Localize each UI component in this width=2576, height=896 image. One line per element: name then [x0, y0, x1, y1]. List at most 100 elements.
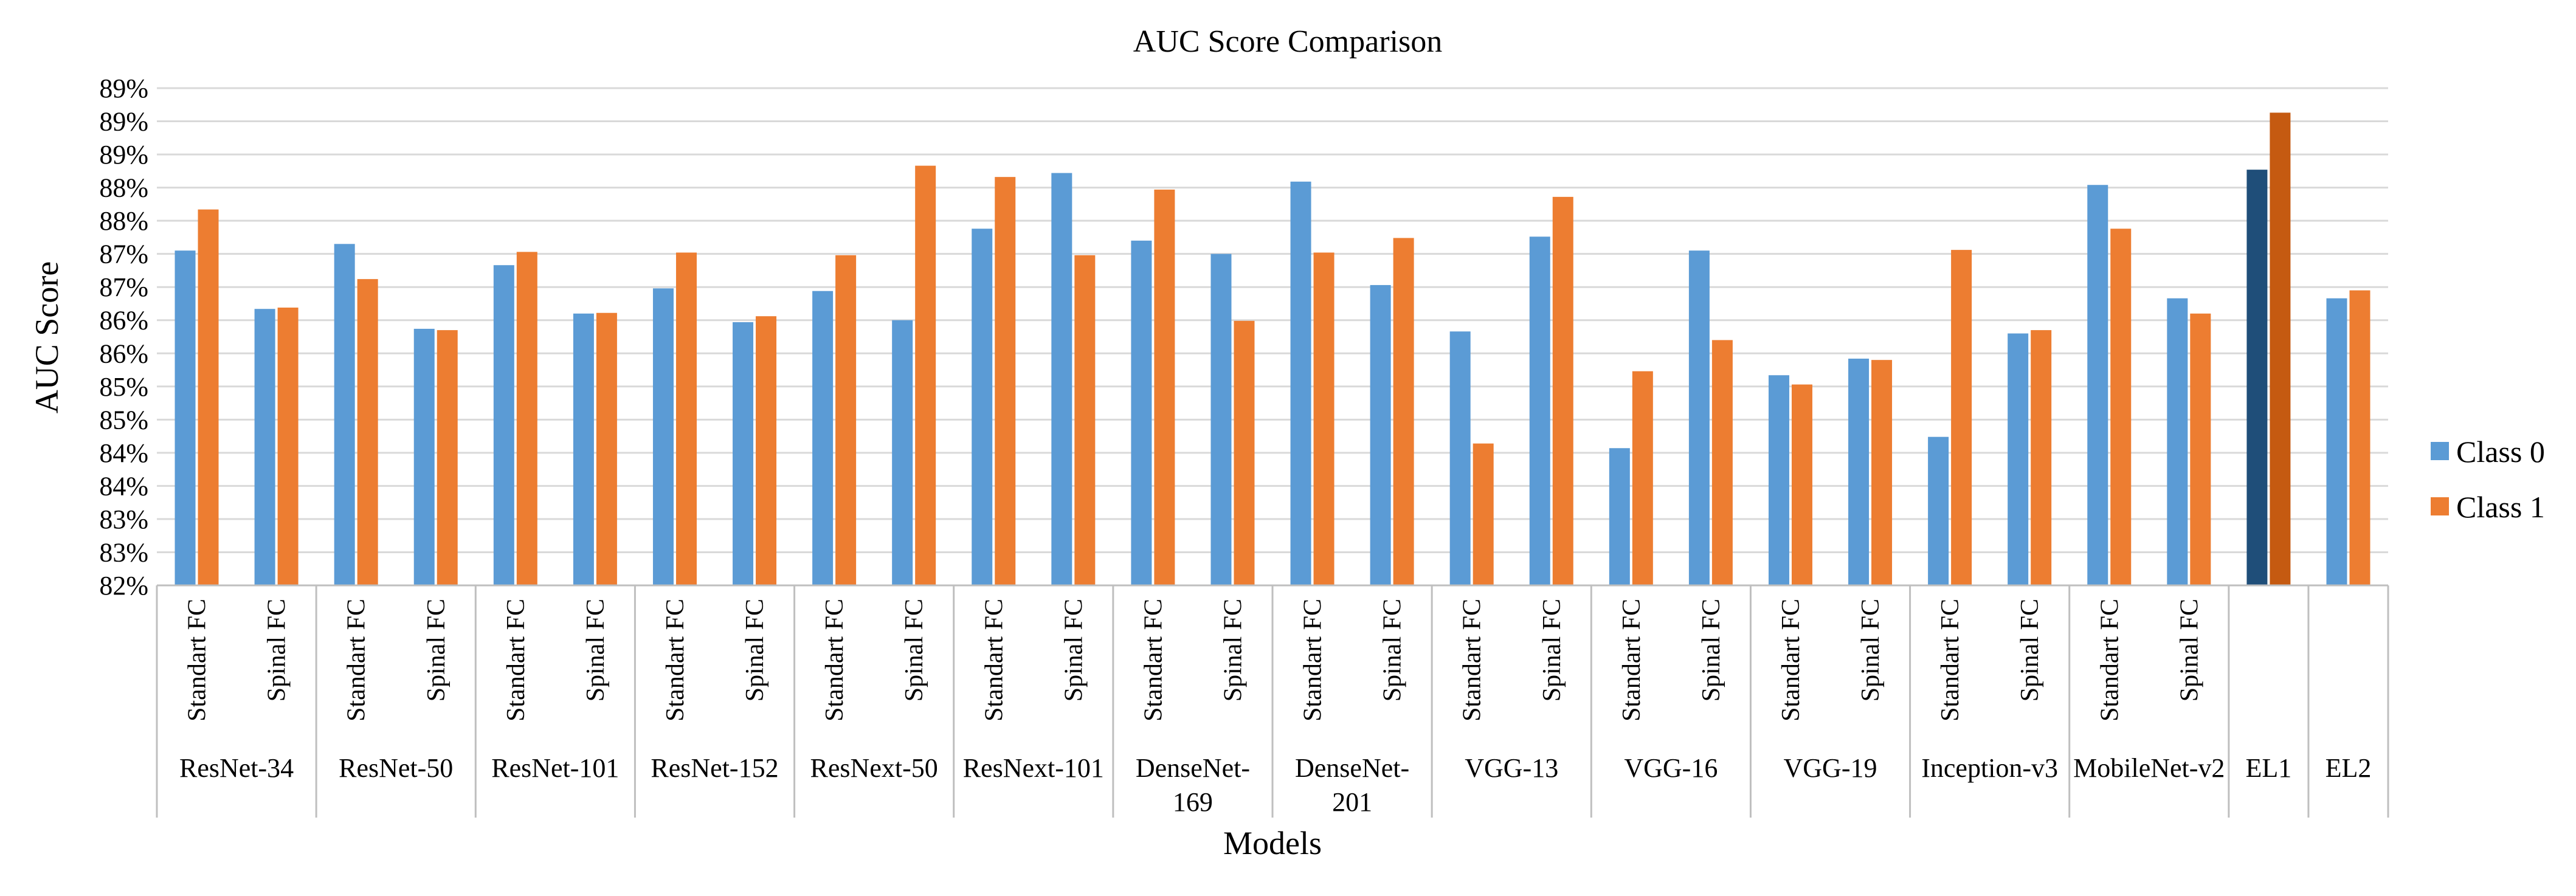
group-label: ResNet-50 [339, 753, 453, 783]
bar-class-1 [1711, 340, 1733, 585]
x-tick-label: Standart FC [502, 599, 530, 722]
bars [174, 112, 2371, 586]
x-tick-label: Spinal FC [900, 599, 928, 701]
bar-class-0 [1210, 253, 1232, 586]
x-tick-label: Spinal FC [1060, 599, 1088, 701]
y-tick-label: 85% [99, 372, 148, 402]
x-axis-title: Models [1223, 825, 1322, 861]
x-tick-label: Spinal FC [2016, 599, 2044, 701]
x-tick-label: Standart FC [184, 599, 212, 722]
group-label: ResNext-50 [810, 753, 938, 783]
bar-class-0 [1928, 436, 1949, 585]
bar-class-1 [2031, 330, 2052, 585]
group-label: ResNext-101 [963, 753, 1104, 783]
bar-class-1 [516, 252, 537, 585]
x-tick-label: Spinal FC [1697, 599, 1725, 701]
bar-class-0 [1051, 173, 1072, 585]
bar-class-1 [1791, 384, 1812, 585]
bar-class-1 [1234, 320, 1255, 585]
group-label: DenseNet- [1295, 753, 1409, 783]
bar-class-1 [596, 312, 617, 585]
bar-class-0 [1449, 331, 1471, 585]
y-tick-label: 86% [99, 306, 148, 336]
x-tick-label: Standart FC [661, 599, 689, 722]
bar-class-1 [1632, 371, 1653, 585]
bar-class-0 [892, 320, 913, 585]
group-label: ResNet-152 [651, 753, 778, 783]
bar-class-1 [1951, 250, 1972, 585]
bar-class-1 [835, 255, 857, 585]
y-tick-label: 89% [99, 74, 148, 103]
bar-class-0 [254, 309, 275, 585]
y-axis-title: AUC Score [29, 261, 65, 413]
bar-class-0 [2087, 185, 2108, 586]
x-tick-label: Spinal FC [2175, 599, 2203, 701]
x-tick-label: Spinal FC [582, 599, 610, 701]
bar-class-0 [1688, 250, 1710, 585]
x-tick-label: Spinal FC [741, 599, 769, 701]
bar-class-1 [2349, 290, 2371, 585]
y-tick-label: 87% [99, 272, 148, 302]
x-tick-label: Standart FC [1139, 599, 1167, 722]
bar-class-0 [972, 229, 993, 586]
bar-class-1 [915, 165, 936, 585]
x-tick-label: Standart FC [1459, 599, 1487, 722]
group-label: 169 [1173, 787, 1213, 817]
bar-class-0 [1529, 236, 1550, 585]
x-tick-label: Spinal FC [1219, 599, 1247, 701]
bar-class-1 [198, 209, 219, 585]
bar-class-1 [2190, 313, 2211, 585]
legend-label-class-0: Class 0 [2456, 435, 2545, 469]
legend-swatch-class-0 [2431, 442, 2449, 460]
y-tick-label: 85% [99, 405, 148, 435]
bar-class-1 [2110, 229, 2132, 586]
y-tick-label: 88% [99, 173, 148, 203]
bar-class-0 [812, 291, 834, 585]
group-label: VGG-19 [1784, 753, 1877, 783]
y-tick-label: 89% [99, 140, 148, 170]
group-label: MobileNet-v2 [2073, 753, 2225, 783]
bar-class-1 [1393, 238, 1414, 585]
group-label: Inception-v3 [1921, 753, 2058, 783]
bar-class-0 [573, 313, 594, 585]
bar-class-1 [756, 316, 777, 585]
x-tick-label: Spinal FC [1379, 599, 1407, 701]
y-axis: 82%83%83%84%84%85%85%86%86%87%87%88%88%8… [99, 74, 148, 601]
x-tick-label: Spinal FC [423, 599, 451, 701]
x-tick-label: Spinal FC [263, 599, 291, 701]
x-tick-label: Standart FC [821, 599, 849, 722]
y-tick-label: 83% [99, 537, 148, 567]
group-label: EL1 [2246, 753, 2292, 783]
bar-class-0 [493, 265, 514, 585]
gridlines [157, 87, 2388, 587]
x-tick-label: Standart FC [1777, 599, 1805, 722]
bar-class-1 [1473, 443, 1494, 585]
x-tick-label: Standart FC [1299, 599, 1327, 722]
y-tick-label: 86% [99, 339, 148, 368]
y-tick-label: 89% [99, 107, 148, 137]
legend-swatch-class-1 [2431, 497, 2449, 515]
bar-class-1 [1074, 255, 1096, 585]
x-tick-label: Standart FC [343, 599, 371, 722]
bar-class-0 [2008, 333, 2029, 585]
bar-class-0 [1609, 448, 1630, 585]
y-tick-label: 84% [99, 438, 148, 468]
y-tick-label: 84% [99, 471, 148, 501]
bar-class-0 [334, 244, 355, 586]
x-tick-label: Spinal FC [1538, 599, 1566, 701]
legend: Class 0 Class 1 [2431, 435, 2545, 524]
bar-class-0 [1768, 375, 1789, 585]
bar-class-0 [2326, 298, 2347, 585]
bar-class-1 [675, 252, 697, 585]
bar-class-0 [1290, 181, 1311, 585]
group-label: ResNet-101 [491, 753, 619, 783]
group-label: 201 [1332, 787, 1372, 817]
bar-class-0 [733, 322, 754, 585]
x-tick-label: Standart FC [2096, 599, 2124, 722]
bar-class-0 [1370, 284, 1391, 585]
bar-class-1 [1552, 196, 1573, 585]
y-tick-label: 83% [99, 505, 148, 534]
group-label: ResNet-34 [179, 753, 294, 783]
x-tick-label: Standart FC [1618, 599, 1646, 722]
